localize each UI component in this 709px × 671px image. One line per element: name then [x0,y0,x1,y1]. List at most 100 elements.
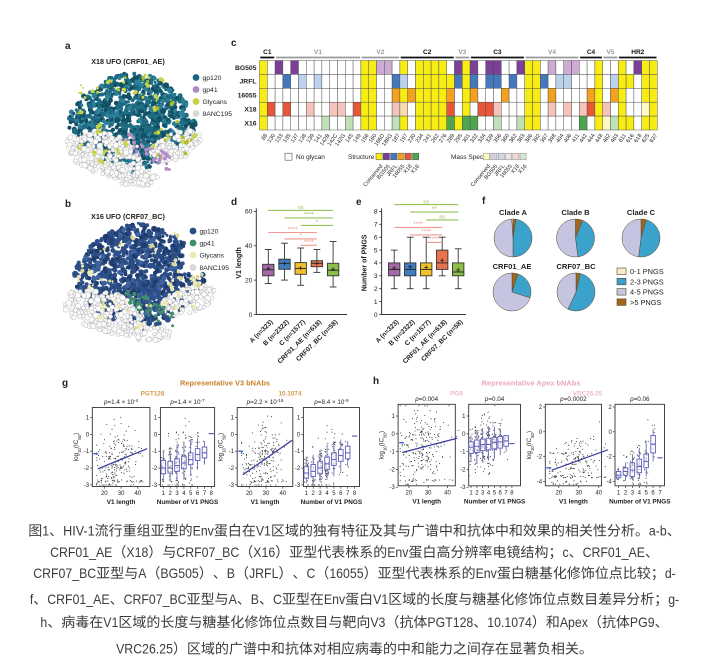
svg-text:a: a [65,41,71,52]
svg-text:1: 1 [297,416,301,422]
svg-text:-3: -3 [84,483,90,489]
svg-text:616: 616 [625,133,635,144]
svg-text:X16: X16 [253,544,275,560]
svg-text:139: 139 [306,133,316,144]
svg-text:X18: X18 [244,107,256,114]
svg-text:16055: 16055 [329,565,363,581]
svg-text:8: 8 [374,209,378,216]
svg-text:-2: -2 [84,466,90,472]
svg-text:p=0.004: p=0.004 [414,396,438,403]
svg-text:625: 625 [641,133,651,144]
svg-text:20: 20 [101,491,108,497]
svg-text:b: b [65,199,71,210]
svg-text:40: 40 [135,491,142,497]
svg-text:360: 360 [501,133,511,144]
svg-text:133: 133 [274,133,284,144]
svg-text:2-3 PNGS: 2-3 PNGS [630,277,664,286]
svg-text:V1 length: V1 length [107,499,136,506]
svg-text:C3: C3 [493,49,502,56]
svg-text:1: 1 [42,523,49,539]
svg-text:-1: -1 [460,450,466,456]
svg-text:187: 187 [391,133,401,144]
svg-text:gp41: gp41 [200,240,215,247]
svg-text:CRF01_AE: CRF01_AE [50,544,112,560]
svg-text:Structure: Structure [348,154,375,161]
svg-text:A: A [138,565,147,581]
svg-text:386: 386 [524,133,534,144]
svg-text:HIV-1: HIV-1 [63,523,95,539]
svg-text:-1: -1 [152,449,158,455]
svg-text:10.1074: 10.1074 [278,391,302,398]
svg-text:463: 463 [610,133,620,144]
svg-text:398: 398 [547,133,557,144]
svg-text:618: 618 [633,133,643,144]
svg-text:156: 156 [360,133,370,144]
svg-text:406: 406 [563,133,573,144]
svg-text:0: 0 [231,432,235,438]
svg-text:V3: V3 [370,614,385,630]
svg-text:p=8.4 × 10-9: p=8.4 × 10-9 [313,398,349,407]
svg-text:4-5 PNGS: 4-5 PNGS [630,288,664,297]
svg-text:PGT128: PGT128 [427,614,473,630]
svg-text:V1 length: V1 length [251,499,280,506]
svg-text:Env: Env [476,565,497,581]
svg-text:8ANC195: 8ANC195 [200,265,230,272]
svg-text:Number of V1 PNGS: Number of V1 PNGS [301,499,363,506]
svg-text:8: 8 [210,491,214,497]
svg-text:20: 20 [246,491,253,497]
svg-text:****: **** [413,221,423,228]
svg-text:CRF01_AE: CRF01_AE [583,544,645,560]
svg-text:e: e [356,197,362,208]
svg-text:V1: V1 [256,523,271,539]
svg-text:-2: -2 [606,455,612,461]
svg-text:4: 4 [182,491,186,497]
svg-text:2: 2 [475,490,479,496]
svg-text:Representative V3 bNAbs: Representative V3 bNAbs [180,379,270,388]
svg-text:****: **** [429,236,439,243]
svg-text:V1 length: V1 length [412,498,441,505]
svg-text:JRFL: JRFL [249,565,279,581]
svg-text:V4: V4 [548,49,556,56]
svg-text:f: f [482,196,486,207]
svg-text:Representative Apex bNAbs: Representative Apex bNAbs [482,379,581,388]
svg-text:d: d [231,197,237,208]
svg-text:X16 UFO (CRF07_BC): X16 UFO (CRF07_BC) [91,212,165,221]
svg-text:1: 1 [231,416,235,422]
svg-text:276: 276 [438,133,448,144]
svg-text:3: 3 [631,490,635,496]
svg-text:2: 2 [374,286,378,293]
svg-text:-3: -3 [295,483,301,489]
svg-text:149: 149 [352,133,362,144]
svg-text:****: **** [288,226,298,233]
svg-text:5: 5 [374,247,378,254]
svg-text:0: 0 [392,432,396,438]
svg-text:-2: -2 [390,467,396,473]
svg-text:40: 40 [245,243,253,250]
svg-text:PG9: PG9 [630,614,655,630]
svg-text:0: 0 [154,432,158,438]
svg-text:0: 0 [374,312,378,319]
svg-text:5: 5 [332,491,336,497]
svg-text:log10(IC50): log10(IC50) [379,431,388,459]
svg-text:HR2: HR2 [631,49,644,56]
svg-text:363: 363 [516,133,526,144]
svg-text:Glycans: Glycans [203,99,228,106]
svg-text:6: 6 [374,235,378,242]
svg-text:-1: -1 [84,449,90,455]
svg-text:BG505: BG505 [235,65,257,72]
svg-text:-2: -2 [229,466,235,472]
svg-text:20: 20 [406,490,413,496]
svg-text:gp41: gp41 [203,87,218,94]
svg-text:*: * [299,233,302,240]
svg-text:1: 1 [86,416,90,422]
svg-text:log10(IC50): log10(IC50) [73,433,82,461]
svg-text:404: 404 [555,133,565,144]
svg-text:-2: -2 [152,466,158,472]
svg-text:V1 length: V1 length [559,498,588,505]
svg-text:-2: -2 [460,467,466,473]
svg-text:7: 7 [504,490,508,496]
svg-text:397: 397 [540,133,550,144]
svg-text:-1: -1 [229,449,235,455]
svg-text:JRFL: JRFL [240,79,257,86]
svg-text:Glycans: Glycans [200,252,225,259]
